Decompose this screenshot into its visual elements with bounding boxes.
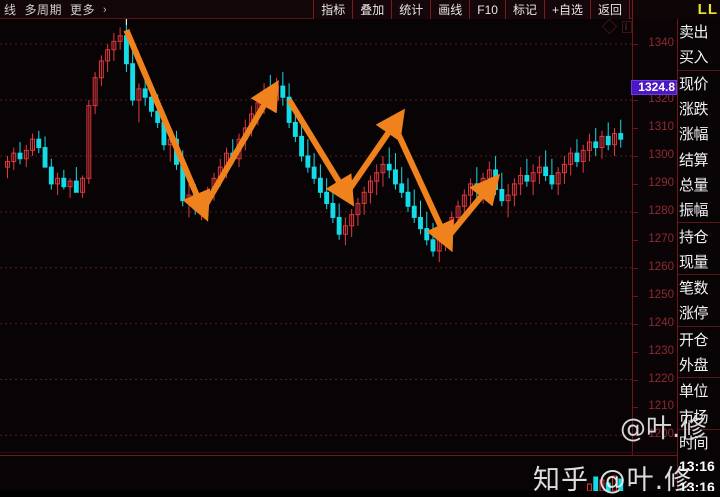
top-toolbar: 线 多周期 更多 › 指标 叠加 统计 画线 F10 标记 +自选 返回 LL	[0, 0, 720, 19]
chart-icon-strip	[0, 18, 632, 35]
price-axis-tick	[633, 295, 638, 297]
quote-row-4[interactable]: 涨幅	[679, 126, 709, 144]
toolbar-button-drawline[interactable]: 画线	[430, 0, 471, 19]
toolbar-left-group: 线 多周期 更多 ›	[0, 0, 111, 19]
bottom-divider	[0, 455, 677, 456]
quote-row-16[interactable]: 时间	[679, 434, 709, 452]
price-axis-label: 1310	[648, 121, 674, 133]
chart-canvas	[0, 19, 632, 436]
price-axis-tick	[633, 155, 638, 157]
quote-row-15[interactable]: 市场	[679, 408, 709, 426]
candlestick-chart[interactable]: 1346.9	[0, 19, 632, 455]
price-axis-tick	[633, 267, 638, 269]
tick-time-0: 13:16	[679, 457, 715, 474]
price-axis-label: 1210	[648, 400, 674, 413]
quote-row-divider	[678, 377, 720, 379]
toolbar-button-statistics[interactable]: 统计	[391, 0, 432, 19]
price-axis-label: 1250	[648, 288, 674, 301]
quote-row-10[interactable]: 笔数	[679, 280, 709, 298]
price-axis-label: 1320	[648, 93, 674, 106]
quote-row-3[interactable]: 涨跌	[679, 101, 709, 119]
price-axis-label: 1200	[648, 428, 674, 441]
square-icon[interactable]	[622, 21, 632, 33]
toolbar-button-indicator[interactable]: 指标	[313, 0, 354, 19]
price-axis-tick	[633, 211, 638, 213]
price-axis-tick	[633, 183, 638, 185]
price-axis-label: 1340	[648, 37, 674, 50]
quote-row-5[interactable]: 结算	[679, 151, 709, 169]
price-axis-tick	[633, 435, 638, 437]
volume-canvas	[587, 475, 624, 491]
quote-row-divider	[678, 325, 720, 327]
price-axis-label: 1300	[648, 148, 674, 161]
quote-row-14[interactable]: 单位	[679, 383, 709, 401]
toolbar-button-mark[interactable]: 标记	[504, 0, 545, 19]
quote-row-8[interactable]: 持仓	[679, 228, 709, 246]
chevron-right-icon[interactable]: ›	[103, 3, 108, 16]
toolbar-button-add-favorite[interactable]: +自选	[543, 0, 591, 19]
quote-row-divider	[678, 273, 720, 275]
toolbar-right-group: 指标 叠加 统计 画线 F10 标记 +自选 返回	[313, 0, 630, 19]
price-axis-tick	[633, 351, 638, 353]
price-axis-label: 1270	[648, 232, 674, 245]
price-axis-tick	[633, 379, 638, 381]
watermark: 知乎 @叶.修	[533, 465, 693, 496]
price-axis-label: 1290	[648, 176, 674, 189]
price-axis-label: 1220	[648, 372, 674, 385]
tick-time-1: 13:16	[679, 478, 715, 491]
symbol-code-label: LL	[632, 0, 720, 19]
toolbar-button-overlay[interactable]: 叠加	[352, 0, 393, 19]
price-axis-label: 1240	[648, 316, 674, 329]
quote-info-panel[interactable]: 卖出买入现价涨跌涨幅结算总量振幅持仓现量笔数涨停开仓外盘单位市场时间 13:16 1…	[677, 19, 720, 491]
quote-row-0[interactable]: 卖出	[679, 24, 709, 42]
price-axis-label: 1230	[648, 344, 674, 357]
price-axis-tick	[633, 44, 638, 46]
quote-row-2[interactable]: 现价	[679, 75, 709, 93]
price-axis-tick	[633, 239, 638, 241]
quote-row-6[interactable]: 总量	[679, 176, 709, 194]
price-axis-tick	[633, 128, 638, 129]
volume-panel[interactable]	[0, 456, 677, 491]
quote-row-12[interactable]: 开仓	[679, 331, 709, 349]
price-axis-tick	[633, 100, 638, 102]
toolbar-button-f10[interactable]: F10	[469, 0, 506, 19]
quote-row-divider	[678, 69, 720, 71]
quote-row-divider	[678, 428, 720, 430]
quote-row-9[interactable]: 现量	[679, 253, 709, 271]
bottom-divider-shadow	[0, 452, 677, 453]
quote-row-7[interactable]: 振幅	[679, 202, 709, 220]
toolbar-left-item-0[interactable]: 线	[4, 3, 17, 17]
quote-row-divider	[678, 222, 720, 224]
price-axis[interactable]: 1340 1320 1310 1300 1290 1280 1270 1260 1250 1240…	[631, 19, 677, 455]
current-price-badge: 1324.8	[631, 79, 677, 95]
price-axis-tick	[633, 323, 638, 325]
toolbar-button-back[interactable]: 返回	[589, 0, 630, 19]
price-axis-label: 1260	[648, 260, 674, 273]
quote-row-1[interactable]: 买入	[679, 49, 709, 67]
price-axis-label: 1280	[648, 204, 674, 217]
toolbar-left-item-1[interactable]: 多周期	[24, 3, 63, 17]
quote-row-13[interactable]: 外盘	[679, 357, 709, 374]
toolbar-left-item-2[interactable]: 更多	[70, 3, 96, 17]
quote-row-11[interactable]: 涨停	[679, 305, 709, 323]
price-axis-tick	[633, 407, 638, 409]
